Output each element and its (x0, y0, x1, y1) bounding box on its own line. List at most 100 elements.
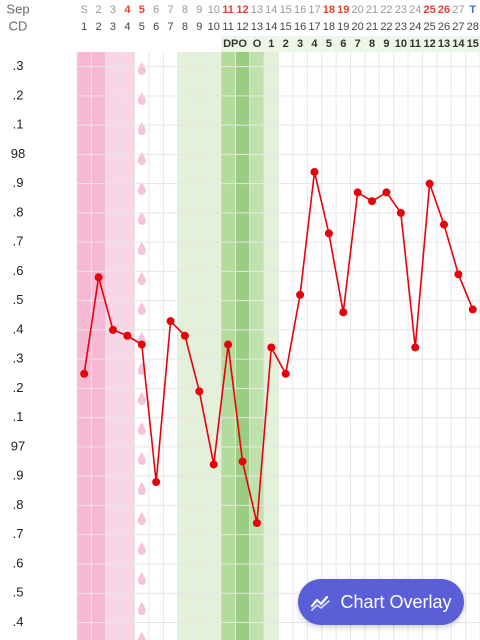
period-drop (137, 602, 146, 615)
temperature-point (440, 220, 449, 229)
dpo-day-label: 5 (326, 38, 332, 50)
dpo-day-label: 13 (438, 38, 450, 50)
dpo-day-label: 6 (340, 38, 346, 50)
period-drop (137, 302, 146, 315)
cycle-day-label: 25 (424, 21, 436, 33)
date-label: 10 (208, 4, 220, 16)
temperature-point (396, 208, 405, 217)
dpo-day-label: 4 (311, 38, 318, 50)
ovulation-label: O (253, 38, 262, 50)
cycle-day-label: 4 (124, 21, 130, 33)
temperature-point (195, 387, 204, 396)
button-label: Chart Overlay (340, 591, 452, 612)
cycle-day-label: 12 (236, 21, 248, 33)
cycle-day-label: 10 (208, 21, 220, 33)
temperature-point (296, 290, 305, 299)
temperature-point (252, 518, 261, 527)
overlay-icon (311, 595, 331, 611)
period-drop (137, 422, 146, 435)
y-tick-label: .3 (13, 351, 24, 366)
date-label: 13 (251, 4, 263, 16)
y-tick-label: .7 (13, 234, 24, 249)
luteal-header-band (221, 36, 480, 52)
period-drop (137, 272, 146, 285)
temperature-point (224, 340, 233, 349)
y-tick-label: .9 (13, 468, 24, 483)
fertile-band (250, 52, 264, 640)
period-drop (137, 182, 146, 195)
y-tick-label: .8 (13, 204, 24, 219)
temperature-point (425, 179, 434, 188)
date-label: 16 (294, 4, 306, 16)
month-label: Sep (6, 1, 29, 16)
y-tick-label: .4 (13, 614, 24, 629)
date-label: 27 (452, 4, 464, 16)
period-drop (137, 392, 146, 405)
y-tick-label: .3 (13, 58, 24, 73)
temperature-point (94, 273, 103, 282)
temperature-point (238, 457, 247, 466)
date-label: 19 (337, 4, 349, 16)
chart-overlay-button[interactable]: Chart Overlay (298, 579, 464, 625)
cycle-day-label: 7 (167, 21, 173, 33)
date-label: 24 (409, 4, 421, 16)
cycle-day-label: 16 (294, 21, 306, 33)
temperature-point (123, 331, 132, 340)
dpo-day-label: 11 (409, 38, 421, 50)
date-label: 12 (236, 4, 248, 16)
y-tick-label: .2 (13, 380, 24, 395)
period-drop (137, 572, 146, 585)
temperature-point (368, 197, 377, 206)
y-tick-label: .9 (13, 175, 24, 190)
date-label: 8 (182, 4, 188, 16)
date-label: 2 (96, 4, 102, 16)
date-label: 4 (124, 4, 131, 16)
date-label: 22 (380, 4, 392, 16)
period-drop (137, 62, 146, 75)
temperature-point (310, 167, 319, 176)
y-tick-label: 97 (11, 438, 25, 453)
dpo-day-label: 8 (369, 38, 375, 50)
temperature-point (108, 325, 117, 334)
date-label: 23 (395, 4, 407, 16)
date-label: 5 (139, 4, 145, 16)
cycle-day-label: 5 (139, 21, 145, 33)
period-drop (137, 482, 146, 495)
date-label: 18 (323, 4, 335, 16)
period-drop (137, 452, 146, 465)
dpo-day-label: 3 (297, 38, 303, 50)
date-label: S (81, 4, 88, 16)
cycle-day-label: 26 (438, 21, 450, 33)
y-tick-label: .5 (13, 585, 24, 600)
cycle-day-label: 21 (366, 21, 378, 33)
fertile-band (178, 52, 221, 640)
temperature-point (339, 308, 348, 317)
date-label: 21 (366, 4, 378, 16)
date-label: T (469, 4, 476, 16)
y-tick-label: .6 (13, 263, 24, 278)
cycle-day-label: 8 (182, 21, 188, 33)
cycle-day-label: 14 (265, 21, 277, 33)
date-label: 3 (110, 4, 116, 16)
temperature-point (468, 305, 477, 314)
date-label: 15 (280, 4, 292, 16)
period-drop (137, 122, 146, 135)
period-drop (137, 242, 146, 255)
cycle-day-label: 3 (110, 21, 116, 33)
cycle-day-label: 15 (280, 21, 292, 33)
cycle-day-label: 9 (196, 21, 202, 33)
dpo-day-label: 9 (383, 38, 389, 50)
cycle-day-label: 20 (352, 21, 364, 33)
dpo-day-label: 10 (395, 38, 407, 50)
date-label: 7 (167, 4, 173, 16)
cycle-day-label: 6 (153, 21, 159, 33)
dpo-day-label: 7 (355, 38, 361, 50)
temperature-point (152, 478, 161, 487)
date-label: 26 (438, 4, 450, 16)
period-drop (137, 92, 146, 105)
dpo-day-label: 2 (283, 38, 289, 50)
cycle-day-label: 11 (222, 21, 233, 33)
cycle-day-label: 27 (452, 21, 464, 33)
period-drop (137, 542, 146, 555)
temperature-point (166, 317, 175, 326)
